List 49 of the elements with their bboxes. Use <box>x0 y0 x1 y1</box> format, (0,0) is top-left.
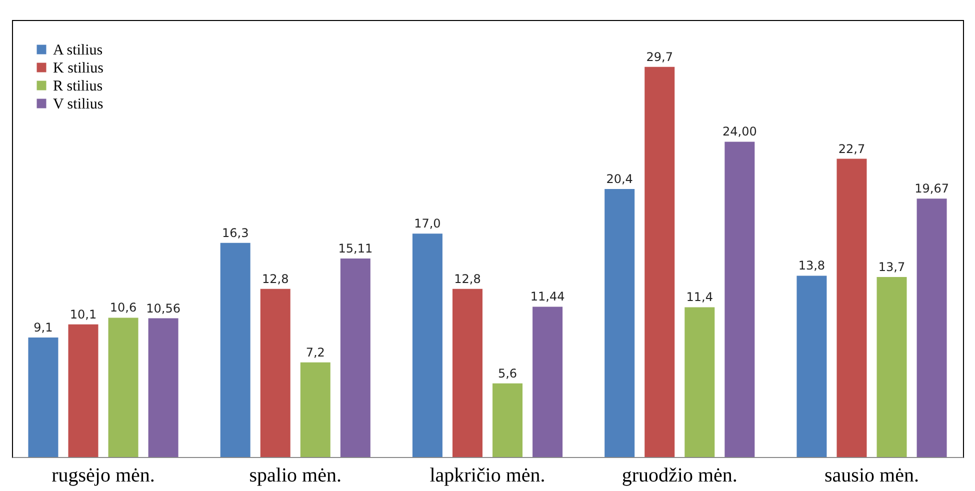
x-tick-label: sausio mėn. <box>824 464 919 486</box>
legend-label: V stilius <box>53 96 104 112</box>
data-label: 24,00 <box>722 124 757 139</box>
x-tick-label: rugsėjo mėn. <box>52 464 155 486</box>
legend-label: A stilius <box>53 42 103 58</box>
x-tick-label: lapkričio mėn. <box>430 464 546 486</box>
bar <box>876 277 907 457</box>
bar <box>260 288 290 457</box>
x-tick-label: gruodžio mėn. <box>622 464 738 486</box>
bar <box>220 242 250 457</box>
data-label: 16,3 <box>222 226 249 240</box>
bar <box>28 337 58 457</box>
data-label: 20,4 <box>606 172 633 186</box>
bar <box>452 288 482 457</box>
data-label: 5,6 <box>498 366 518 380</box>
data-label: 12,8 <box>454 272 481 286</box>
data-label: 19,67 <box>914 182 949 196</box>
data-label: 10,56 <box>146 301 180 316</box>
bar <box>148 318 178 457</box>
bar <box>532 306 563 457</box>
data-label: 10,6 <box>110 300 137 315</box>
legend-label: R stilius <box>53 78 103 94</box>
bar <box>724 142 755 457</box>
bar <box>796 276 827 457</box>
data-label: 9,1 <box>34 320 53 334</box>
data-label: 11,44 <box>530 290 565 304</box>
bar <box>604 189 635 457</box>
bar <box>108 318 138 457</box>
bar <box>340 258 370 457</box>
bar <box>684 307 715 457</box>
data-label: 13,8 <box>798 258 826 273</box>
bar <box>836 158 867 457</box>
data-label: 13,7 <box>878 260 906 274</box>
data-label: 17,0 <box>414 216 441 231</box>
data-label: 7,2 <box>306 345 325 360</box>
bar <box>644 66 675 457</box>
x-tick-label: spalio mėn. <box>249 464 342 486</box>
data-label: 15,11 <box>338 241 373 256</box>
legend-label: K stilius <box>53 60 104 76</box>
bar <box>300 362 330 457</box>
bar <box>916 198 947 457</box>
bar <box>412 234 442 457</box>
bar <box>68 324 98 457</box>
data-label: 12,8 <box>262 272 289 286</box>
data-label: 11,4 <box>686 290 713 304</box>
data-label: 10,1 <box>70 307 97 322</box>
data-label: 22,7 <box>838 142 866 156</box>
bar <box>492 383 523 457</box>
data-label: 29,7 <box>646 50 673 64</box>
